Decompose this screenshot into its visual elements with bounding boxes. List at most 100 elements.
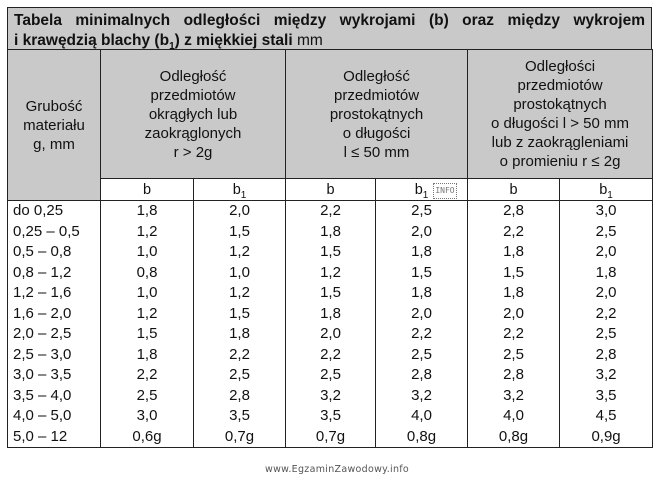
value-cell: 2,5 (375, 200, 469, 222)
header-group-rect-short-line: o długości (342, 124, 411, 142)
value-cell: 2,2 (100, 365, 194, 386)
thickness-cell: 3,5 – 4,0 (7, 385, 101, 406)
value-cell: 2,2 (192, 344, 287, 365)
thickness-cell: do 0,25 (7, 200, 101, 222)
value-cell: 2,8 (192, 385, 287, 406)
value-cell: 3,2 (559, 365, 654, 386)
table-row: 5,0 – 12 0,6g 0,7g 0,7g 0,8g 0,8g 0,9g (7, 426, 654, 448)
col-b-2: b (285, 178, 377, 201)
table-row: 0,8 – 1,2 0,8 1,0 1,2 1,5 1,5 1,8 (7, 262, 654, 283)
value-cell: 2,8 (559, 344, 654, 365)
header-group-rect-long-line: o promieniu r ≤ 2g (499, 153, 621, 170)
thickness-cell: 4,0 – 5,0 (7, 406, 101, 427)
title-line-2: i krawędzią blachy (b1) z miękkiej stali… (14, 32, 323, 49)
thickness-cell: 2,0 – 2,5 (7, 324, 101, 345)
value-cell: 0,9g (559, 426, 654, 448)
value-cell: 2,2 (285, 344, 377, 365)
header-thickness-line: g, mm (33, 135, 75, 153)
value-cell: 3,2 (467, 385, 561, 406)
header-thickness-line: materiału (23, 116, 85, 134)
thickness-cell: 0,5 – 0,8 (7, 242, 101, 263)
value-cell: 3,2 (285, 385, 377, 406)
value-cell: 1,5 (375, 262, 469, 283)
header-group-rect-short-line: prostokątnych (329, 105, 424, 123)
header-group-rect-short-line: l ≤ 50 mm (343, 143, 410, 161)
thickness-cell: 5,0 – 12 (7, 426, 101, 448)
table-row: 1,2 – 1,6 1,0 1,2 1,5 1,8 1,8 2,0 (7, 283, 654, 304)
value-cell: 3,5 (285, 406, 377, 427)
header-group-rect-long-line: lub z zaokrągleniami (491, 134, 629, 151)
value-cell: 0,6g (100, 426, 194, 448)
value-cell: 1,8 (285, 303, 377, 324)
thickness-cell: 1,2 – 1,6 (7, 283, 101, 304)
value-cell: 2,0 (559, 242, 654, 263)
header-group-rect-short: Odległość przedmiotów prostokątnych o długo… (285, 49, 469, 179)
value-cell: 0,7g (285, 426, 377, 448)
col-b-3: b (467, 178, 561, 201)
header-thickness-line: Grubość (25, 97, 83, 115)
value-cell: 1,8 (192, 324, 287, 345)
col-b1-3: b1 (559, 178, 654, 201)
header-group-round-line: przedmiotów (150, 86, 236, 104)
table-row: 3,5 – 4,0 2,5 2,8 3,2 3,2 3,2 3,5 (7, 385, 654, 406)
distance-table: Grubość materiału g, mm Odległość przedmiot… (7, 49, 654, 448)
value-cell: 1,5 (285, 283, 377, 304)
value-cell: 2,2 (285, 200, 377, 222)
value-cell: 1,8 (375, 283, 469, 304)
value-cell: 2,0 (467, 303, 561, 324)
table-title: Tabela minimalnych odległości między wyk… (7, 7, 652, 49)
value-cell: 1,2 (192, 242, 287, 263)
header-group-rect-long-line: o długości l > 50 mm (491, 115, 630, 132)
header-group-round-line: Odległość (159, 67, 227, 85)
value-cell: 2,5 (375, 344, 469, 365)
value-cell: 0,8 (100, 262, 194, 283)
info-stamp: INFO (433, 183, 457, 199)
header-group-round: Odległość przedmiotów okrągłych lub zaokrąg… (99, 49, 287, 179)
value-cell: 2,0 (375, 221, 469, 242)
value-cell: 2,5 (285, 365, 377, 386)
value-cell: 4,0 (467, 406, 561, 427)
value-cell: 1,2 (285, 262, 377, 283)
value-cell: 2,5 (192, 365, 287, 386)
header-group-round-line: r > 2g (173, 143, 213, 161)
value-cell: 4,5 (559, 406, 654, 427)
value-cell: 3,0 (100, 406, 194, 427)
value-cell: 1,8 (375, 242, 469, 263)
col-b-1: b (100, 178, 194, 201)
value-cell: 1,5 (467, 262, 561, 283)
value-cell: 2,5 (100, 385, 194, 406)
value-cell: 2,2 (375, 324, 469, 345)
value-cell: 1,5 (192, 303, 287, 324)
value-cell: 1,2 (192, 283, 287, 304)
value-cell: 2,5 (467, 344, 561, 365)
value-cell: 1,8 (100, 344, 194, 365)
value-cell: 1,0 (100, 242, 194, 263)
value-cell: 0,8g (467, 426, 561, 448)
header-group-rect-short-line: Odległość (343, 67, 410, 85)
thickness-cell: 1,6 – 2,0 (7, 303, 101, 324)
value-cell: 1,8 (285, 221, 377, 242)
value-cell: 2,5 (559, 221, 654, 242)
header-group-rect-long-line: przedmiotów (517, 77, 603, 94)
document: Tabela minimalnych odległości między wyk… (7, 7, 654, 448)
value-cell: 4,0 (375, 406, 469, 427)
value-cell: 2,2 (467, 221, 561, 242)
value-cell: 1,8 (467, 283, 561, 304)
value-cell: 2,0 (192, 200, 287, 222)
value-cell: 1,5 (192, 221, 287, 242)
table-row: 4,0 – 5,0 3,0 3,5 3,5 4,0 4,0 4,5 (7, 406, 654, 427)
value-cell: 2,0 (285, 324, 377, 345)
table-row: 0,25 – 0,5 1,2 1,5 1,8 2,0 2,2 2,5 (7, 221, 654, 242)
header-group-round-line: zaokrąglonych (144, 124, 242, 142)
title-line-1: Tabela minimalnych odległości między wyk… (14, 12, 645, 29)
table-row: 3,0 – 3,5 2,2 2,5 2,5 2,8 2,8 3,2 (7, 365, 654, 386)
header-group-rect-short-line: przedmiotów (334, 86, 420, 104)
value-cell: 3,0 (559, 200, 654, 222)
value-cell: 1,8 (559, 262, 654, 283)
thickness-cell: 2,5 – 3,0 (7, 344, 101, 365)
value-cell: 1,5 (100, 324, 194, 345)
thickness-cell: 0,8 – 1,2 (7, 262, 101, 283)
value-cell: 2,0 (375, 303, 469, 324)
watermark: www.EgzaminZawodowy.info (265, 464, 410, 475)
table-row: 2,0 – 2,5 1,5 1,8 2,0 2,2 2,2 2,5 (7, 324, 654, 345)
